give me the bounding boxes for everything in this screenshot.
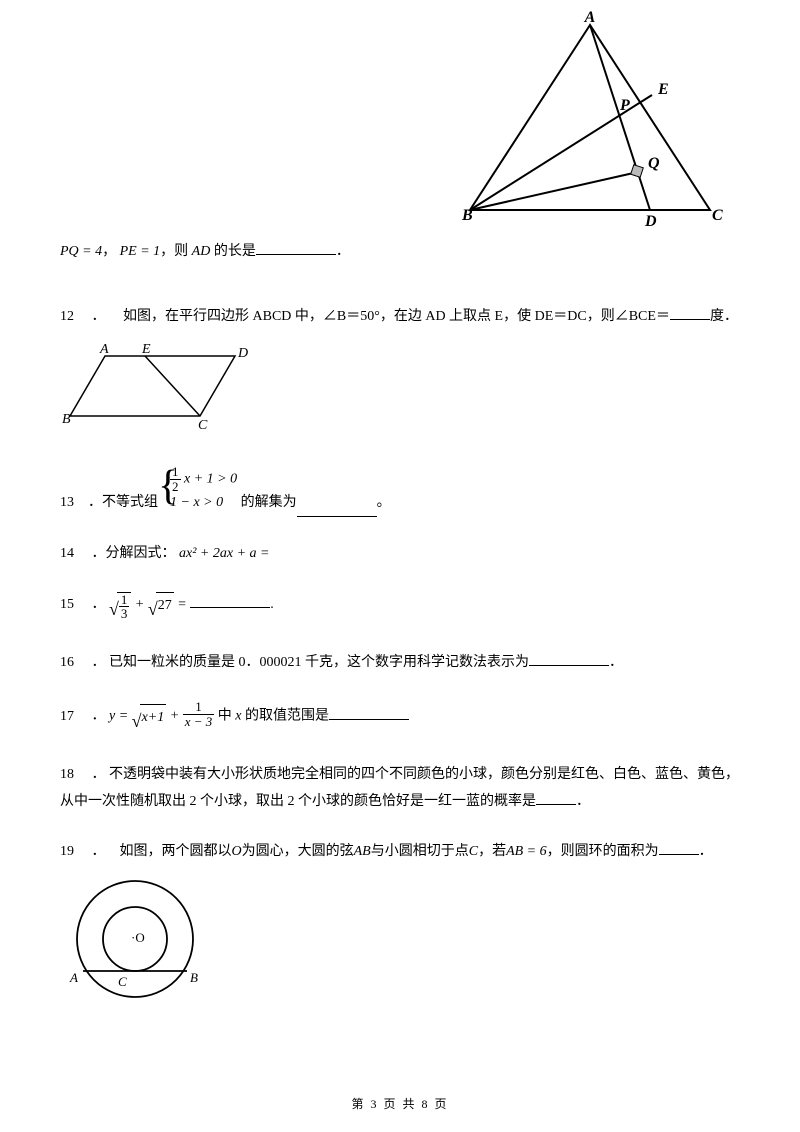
q14-sep: ．分解因式： <box>92 546 176 561</box>
pl-C: C <box>198 418 208 431</box>
q11-mid: ，则 <box>160 244 192 259</box>
q15-blank <box>190 594 270 608</box>
q19-O: O <box>232 844 242 859</box>
q12-sep: ． <box>92 309 106 324</box>
label-A: A <box>584 10 596 26</box>
q19-period: ． <box>699 844 713 859</box>
q18-text: 不透明袋中装有大小形状质地完全相同的四个不同颜色的小球，颜色分别是红色、白色、蓝… <box>60 767 739 809</box>
question-12: 12 ． 如图，在平行四边形 ABCD 中，∠B＝50°，在边 AD 上取点 E… <box>60 304 740 441</box>
question-18: 18 ． 不透明袋中装有大小形状质地完全相同的四个不同颜色的小球，颜色分别是红色… <box>60 762 740 815</box>
question-14: 14 ．分解因式： ax² + 2ax + a = <box>60 541 740 568</box>
label-P: P <box>619 97 630 114</box>
circ-C: C <box>118 974 127 989</box>
q17-blank <box>329 706 409 720</box>
q11-blank <box>256 241 336 255</box>
q11-partial-text: PQ = 4， PE = 1，则 AD 的长是 ． <box>60 240 350 260</box>
brace-icon: { <box>158 465 178 507</box>
page-footer: 第 3 页 共 8 页 <box>0 1095 800 1112</box>
q17-sqrt: √x+1 <box>132 704 167 738</box>
label-Q: Q <box>648 155 660 172</box>
q18-num: 18 <box>60 762 88 789</box>
q17-frac-den: x − 3 <box>183 715 215 729</box>
q15-period: . <box>270 597 274 612</box>
q17-plus: + <box>170 709 183 724</box>
q17-sep: ． <box>92 709 106 724</box>
q11-comma1: ， <box>102 244 116 259</box>
q15-frac-den: 3 <box>119 607 130 621</box>
q16-sep: ． <box>92 655 106 670</box>
question-16: 16 ． 已知一粒米的质量是 0．000021 千克，这个数字用科学记数法表示为… <box>60 650 740 677</box>
inequality-system: { 12 x + 1 > 0 1 − x > 0 <box>158 465 237 517</box>
q19-text3: 与小圆相切于点 <box>371 844 469 859</box>
label-C: C <box>712 207 723 224</box>
q19-text4: ，若 <box>478 844 506 859</box>
q18-blank <box>536 791 576 805</box>
q13-num: 13 <box>60 490 88 517</box>
q15-sqrt1: √13 <box>109 592 131 626</box>
q14-expr: ax² + 2ax + a = <box>179 546 269 561</box>
q15-plus: + <box>135 597 148 612</box>
q18-period: ． <box>576 794 590 809</box>
q13-sep: ．不等式组 <box>88 490 158 517</box>
q15-num: 15 <box>60 592 88 619</box>
question-17: 17 ． y = √x+1 + 1x − 3 中 x 的取值范围是 <box>60 700 740 738</box>
q19-text2: 为圆心，大圆的弦 <box>242 844 354 859</box>
circ-A: A <box>69 970 78 985</box>
label-B: B <box>461 207 473 224</box>
q13-line2: 1 − x > 0 <box>170 493 237 513</box>
pl-A: A <box>99 342 109 357</box>
q15-sqrt27: 27 <box>156 592 174 620</box>
q19-AB: AB <box>354 844 371 859</box>
q17-y-eq: y = <box>109 709 132 724</box>
q11-suffix: 的长是 <box>210 244 256 259</box>
label-E: E <box>657 81 669 98</box>
pl-E: E <box>141 342 151 357</box>
parallelogram-figure: A E D B C <box>60 341 260 431</box>
q17-mid: 中 <box>218 709 236 724</box>
q15-sep: ． <box>92 597 106 612</box>
circ-B: B <box>190 970 198 985</box>
q12-num: 12 <box>60 304 88 331</box>
q11-ad: AD <box>192 244 211 259</box>
q15-equals: = <box>177 597 190 612</box>
question-13: 13 ．不等式组 { 12 x + 1 > 0 1 − x > 0 的解集为 。 <box>60 465 740 517</box>
q17-num: 17 <box>60 704 88 731</box>
q11-pe: PE = 1 <box>120 244 161 259</box>
q17-frac-num: 1 <box>183 700 215 715</box>
q16-text: 已知一粒米的质量是 0．000021 千克，这个数字用科学记数法表示为 <box>109 655 529 670</box>
q17-suffix: 的取值范围是 <box>241 709 329 724</box>
q16-blank <box>529 652 609 666</box>
q12-text: 如图，在平行四边形 ABCD 中，∠B＝50°，在边 AD 上取点 E，使 DE… <box>123 309 670 324</box>
q19-sep: ． <box>92 844 106 859</box>
q16-num: 16 <box>60 650 88 677</box>
q19-ABeq: AB = 6 <box>506 844 547 859</box>
q15-sqrt2: √27 <box>148 592 174 626</box>
question-15: 15 ． √13 + √27 = . <box>60 592 740 626</box>
q16-period: ． <box>609 655 623 670</box>
q15-frac-num: 1 <box>119 593 130 608</box>
q19-num: 19 <box>60 839 88 866</box>
circ-O: ·O <box>131 930 145 945</box>
q14-num: 14 <box>60 541 88 568</box>
q19-C: C <box>469 844 478 859</box>
q19-blank <box>659 841 699 855</box>
circles-figure: ·O A B C <box>60 874 220 1014</box>
label-D: D <box>644 213 657 230</box>
pl-B: B <box>62 412 71 427</box>
q11-pq: PQ = 4 <box>60 244 102 259</box>
q12-blank <box>670 306 710 320</box>
q19-text5: ，则圆环的面积为 <box>547 844 659 859</box>
q19-text1: 如图，两个圆都以 <box>120 844 232 859</box>
q13-suffix: 的解集为 <box>241 490 297 517</box>
q13-line1-rest: x + 1 > 0 <box>184 472 237 487</box>
triangle-figure: A B C D E P Q <box>440 10 740 240</box>
q18-sep: ． <box>92 767 106 782</box>
q17-sqrt-arg: x+1 <box>140 704 167 732</box>
q13-blank <box>297 503 377 517</box>
q11-period: ． <box>336 244 350 259</box>
question-19: 19 ． 如图，两个圆都以O为圆心，大圆的弦AB与小圆相切于点C，若AB = 6… <box>60 839 740 1024</box>
pl-D: D <box>237 346 248 361</box>
q13-end: 。 <box>377 490 391 517</box>
q12-unit: 度． <box>710 309 738 324</box>
